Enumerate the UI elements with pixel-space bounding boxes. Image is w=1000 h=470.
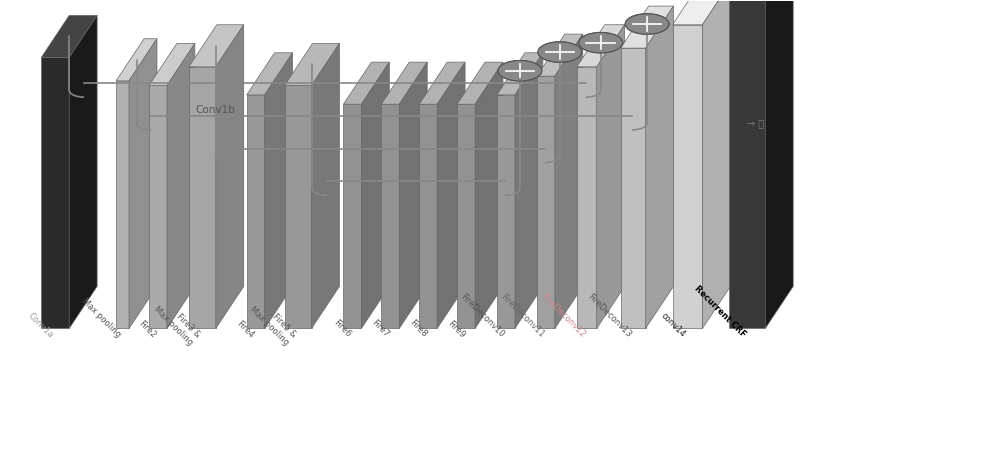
Polygon shape [399,62,427,329]
Polygon shape [702,0,730,329]
Circle shape [579,32,623,53]
Polygon shape [69,16,97,329]
Polygon shape [673,25,702,329]
Polygon shape [457,104,475,329]
Polygon shape [673,0,730,25]
Polygon shape [381,62,427,104]
Circle shape [625,14,669,34]
Polygon shape [555,34,583,329]
Polygon shape [475,62,503,329]
Polygon shape [497,95,515,329]
Polygon shape [621,6,674,48]
Text: Fire6: Fire6 [331,319,352,339]
Text: → 🚗: → 🚗 [747,118,764,128]
Polygon shape [149,86,167,329]
Polygon shape [597,25,625,329]
Polygon shape [537,34,583,76]
Text: conv14: conv14 [659,312,687,339]
Polygon shape [381,104,399,329]
Polygon shape [729,0,765,329]
Polygon shape [537,76,555,329]
Polygon shape [129,39,157,329]
Polygon shape [457,62,503,104]
Polygon shape [577,25,625,67]
Polygon shape [189,25,244,67]
Text: Max pooling: Max pooling [80,297,123,339]
Polygon shape [116,39,157,81]
Circle shape [498,61,542,81]
Text: Fire8: Fire8 [407,319,428,339]
Text: Conv1b: Conv1b [196,105,236,115]
Polygon shape [149,43,195,86]
Text: Fire4: Fire4 [235,319,256,339]
Polygon shape [41,16,97,57]
Polygon shape [515,53,543,329]
Polygon shape [419,104,437,329]
Polygon shape [41,57,69,329]
Text: Fire5 &
Max pooling: Fire5 & Max pooling [248,297,298,347]
Polygon shape [216,25,244,329]
Polygon shape [437,62,465,329]
Polygon shape [116,81,129,329]
Polygon shape [361,62,389,329]
Polygon shape [312,43,339,329]
Text: Conv1a: Conv1a [26,311,55,339]
Polygon shape [247,53,293,95]
Polygon shape [577,67,597,329]
Polygon shape [167,43,195,329]
Text: FireDeconv11: FireDeconv11 [499,292,546,339]
Text: Fire3 &
Max pooling: Fire3 & Max pooling [152,297,202,347]
Polygon shape [247,95,265,329]
Text: Fire9: Fire9 [445,319,466,339]
Text: Fire7: Fire7 [369,319,390,339]
Polygon shape [765,0,793,329]
Circle shape [538,42,582,63]
Polygon shape [419,62,465,104]
Polygon shape [189,67,216,329]
Polygon shape [497,53,543,95]
Polygon shape [285,43,339,86]
Polygon shape [343,104,361,329]
Polygon shape [343,62,389,104]
Polygon shape [646,6,674,329]
Text: FireDeconv13: FireDeconv13 [586,292,633,339]
Polygon shape [265,53,293,329]
Text: Recurrent CRF: Recurrent CRF [692,284,747,339]
Polygon shape [285,86,312,329]
Text: FireDeconv10: FireDeconv10 [459,292,506,339]
Text: FireDeconv12: FireDeconv12 [540,292,587,339]
Text: Fire2: Fire2 [137,319,158,339]
Polygon shape [621,48,646,329]
